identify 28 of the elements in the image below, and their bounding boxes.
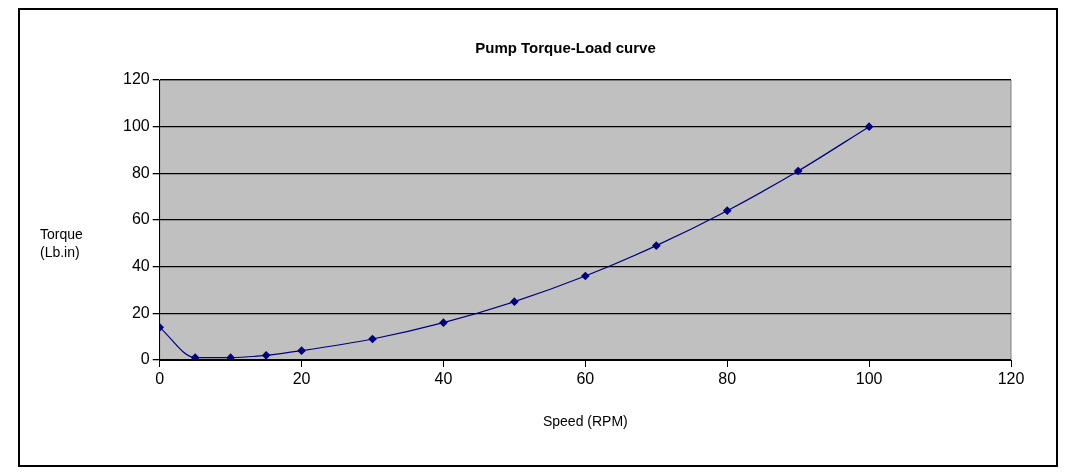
x-axis-title: Speed (RPM): [542, 413, 628, 430]
point: [652, 241, 661, 250]
y-tick-label: 0: [140, 350, 150, 368]
chart-title: Pump Torque-Load curve: [475, 39, 656, 57]
point: [226, 353, 235, 360]
point: [191, 353, 200, 360]
point: [297, 346, 306, 355]
x-tick-label: 100: [855, 370, 883, 388]
x-tick-label: 120: [997, 370, 1025, 388]
y-tick-label: 20: [131, 303, 150, 321]
y-axis-title: Torque (Lb.in): [40, 225, 83, 261]
y-tick-label: 80: [131, 163, 150, 181]
point: [794, 166, 803, 176]
y-tick-label: 60: [131, 210, 150, 228]
point: [581, 271, 590, 281]
point: [262, 351, 271, 360]
x-tick-label: 40: [434, 370, 453, 388]
x-tick-label: 20: [292, 370, 311, 388]
x-tick-label: 80: [718, 370, 737, 388]
x-tick-label: 60: [576, 370, 595, 388]
point: [723, 206, 732, 215]
point: [510, 297, 519, 306]
y-tick-label: 40: [131, 257, 150, 275]
y-tick-label: 120: [122, 70, 150, 88]
x-tick-label: 0: [155, 370, 165, 388]
y-tick-label: 100: [122, 117, 150, 135]
point: [439, 318, 448, 327]
point: [865, 122, 874, 131]
